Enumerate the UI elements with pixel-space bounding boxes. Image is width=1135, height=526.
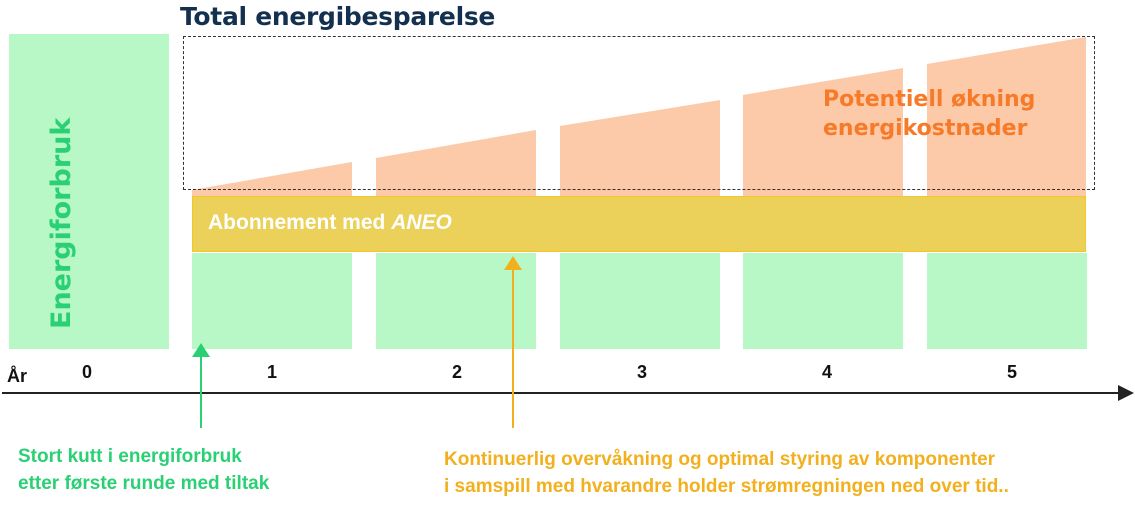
- year-tick-0: 0: [81, 362, 92, 382]
- reduced-energy-bar-year-4: [743, 253, 903, 349]
- year-tick-3: 3: [636, 362, 647, 382]
- total-savings-dashed-box: [183, 36, 1095, 190]
- diagram-title: Total energibesparelse: [180, 2, 496, 31]
- reduced-energy-bar-year-1: [192, 253, 352, 349]
- cost-increase-shape-year-5: [927, 37, 1086, 196]
- cost-increase-shape-year-2: [376, 130, 536, 196]
- reduced-energy-bar-year-3: [560, 253, 720, 349]
- potential-cost-increase-label: Potentiell økning energikostnader: [823, 85, 1035, 143]
- monitoring-note: Kontinuerlig overvåkning og optimal styr…: [444, 446, 1009, 500]
- energy-cut-note-line-2: etter første runde med tiltak: [18, 473, 270, 494]
- year-axis-label: År: [7, 366, 28, 386]
- subscription-band: [192, 196, 1086, 252]
- subscription-band-label: Abonnement med ANEO: [208, 211, 452, 235]
- energy-cut-note: Stort kutt i energiforbruk etter første …: [18, 443, 269, 497]
- year-tick-1: 1: [266, 362, 277, 382]
- cost-increase-shape-year-3: [560, 100, 720, 196]
- cost-increase-shape-year-1: [192, 162, 352, 196]
- potential-label-line-1: Potentiell økning: [823, 87, 1036, 112]
- monitoring-note-line-1: Kontinuerlig overvåkning og optimal styr…: [444, 449, 996, 470]
- monitoring-note-line-2: i samspill med hvarandre holder strømreg…: [444, 476, 1009, 497]
- year-tick-5: 5: [1006, 362, 1017, 382]
- year-tick-2: 2: [451, 362, 462, 382]
- band-label-brand: ANEO: [391, 211, 452, 234]
- year-tick-4: 4: [821, 362, 832, 382]
- yellow-pointer-arrowhead: [504, 256, 522, 270]
- reduced-energy-bar-year-5: [927, 253, 1087, 349]
- green-pointer-arrowhead: [192, 343, 210, 357]
- baseline-energy-bar: [9, 34, 169, 349]
- band-label-prefix: Abonnement med: [208, 211, 392, 234]
- cost-increase-shape-year-4: [743, 68, 903, 196]
- potential-label-line-2: energikostnader: [823, 116, 1028, 141]
- energy-cut-note-line-1: Stort kutt i energiforbruk: [18, 446, 242, 467]
- timeline-arrowhead: [1118, 385, 1134, 401]
